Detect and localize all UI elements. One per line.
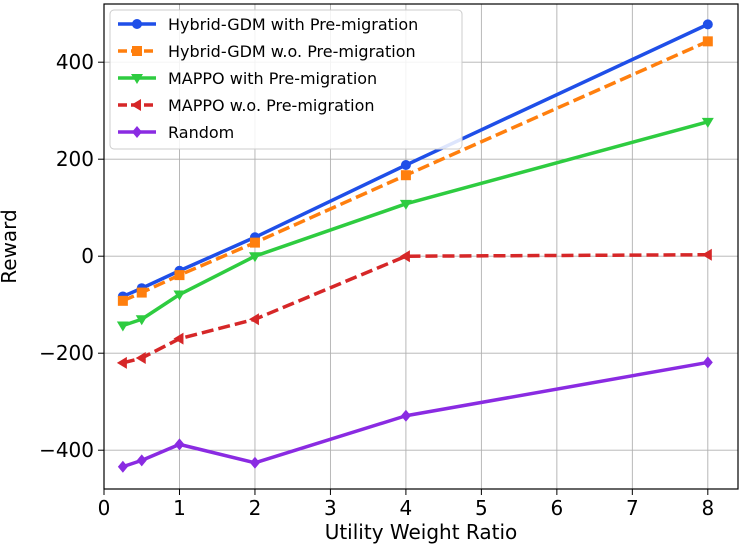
legend-marker	[132, 19, 142, 29]
data-point	[174, 438, 185, 451]
data-point	[701, 248, 712, 261]
data-point	[173, 332, 184, 345]
legend-item: Hybrid-GDM w.o. Pre-migration	[118, 42, 416, 61]
x-tick-label: 6	[550, 496, 563, 520]
legend-label: Hybrid-GDM with Pre-migration	[168, 15, 418, 34]
series-mappo-w-o-pre-migration	[116, 248, 712, 369]
legend-marker	[132, 46, 142, 56]
data-point	[136, 454, 147, 467]
x-tick-label: 1	[173, 496, 186, 520]
data-point	[701, 117, 714, 128]
y-axis-label: Reward	[0, 209, 21, 283]
data-point	[117, 295, 128, 306]
data-point	[400, 170, 411, 181]
legend-label: MAPPO w.o. Pre-migration	[168, 96, 375, 115]
legend-marker	[131, 99, 141, 111]
data-point	[702, 36, 713, 47]
data-point	[135, 352, 146, 365]
data-point	[399, 199, 412, 210]
axis-ticks: 0 1 2 3 4 5 6 7 8 −400 −200 0 200 400	[39, 50, 714, 520]
x-tick-label: 3	[324, 496, 337, 520]
legend-label: Random	[168, 123, 234, 142]
legend-item: Random	[118, 123, 234, 142]
legend-item: MAPPO with Pre-migration	[118, 69, 377, 88]
legend-item: Hybrid-GDM with Pre-migration	[118, 15, 418, 34]
x-axis-label: Utility Weight Ratio	[325, 520, 518, 544]
y-tick-label: 400	[56, 50, 94, 74]
series-line	[122, 360, 709, 469]
legend-marker	[132, 126, 142, 138]
series-hybrid-gdm-w-o-pre-migration	[117, 36, 713, 306]
data-point	[248, 313, 259, 326]
x-tick-label: 5	[475, 496, 488, 520]
legend-item: MAPPO w.o. Pre-migration	[118, 96, 375, 115]
data-point	[702, 356, 713, 369]
data-point	[136, 287, 147, 298]
legend-label: MAPPO with Pre-migration	[168, 69, 377, 88]
y-tick-label: −200	[39, 341, 94, 365]
data-point	[173, 290, 186, 301]
data-point	[135, 315, 148, 326]
legend-marker	[131, 74, 143, 84]
data-point	[702, 19, 713, 30]
legend-label: Hybrid-GDM w.o. Pre-migration	[168, 42, 416, 61]
data-point	[116, 321, 129, 332]
data-point	[117, 460, 128, 473]
plot-frame	[103, 3, 739, 490]
data-point	[400, 409, 411, 422]
series-line	[122, 120, 709, 328]
x-tick-label: 8	[701, 496, 714, 520]
data-point	[116, 356, 127, 369]
y-tick-label: 200	[56, 147, 94, 171]
series-line	[122, 252, 708, 365]
y-tick-label: 0	[81, 244, 94, 268]
x-tick-label: 2	[249, 496, 262, 520]
legend: Hybrid-GDM with Pre-migration Hybrid-GDM …	[109, 9, 463, 150]
series-mappo-with-pre-migration	[116, 117, 714, 332]
data-point	[174, 270, 185, 281]
x-tick-label: 4	[400, 496, 413, 520]
x-tick-label: 0	[98, 496, 111, 520]
data-point	[248, 252, 261, 263]
data-point	[249, 456, 260, 469]
data-point	[399, 250, 410, 263]
series-random	[117, 356, 713, 473]
legend-box	[109, 9, 463, 150]
x-tick-label: 7	[626, 496, 639, 520]
data-point	[400, 160, 411, 171]
y-tick-label: −400	[39, 438, 94, 462]
data-point	[249, 237, 260, 248]
